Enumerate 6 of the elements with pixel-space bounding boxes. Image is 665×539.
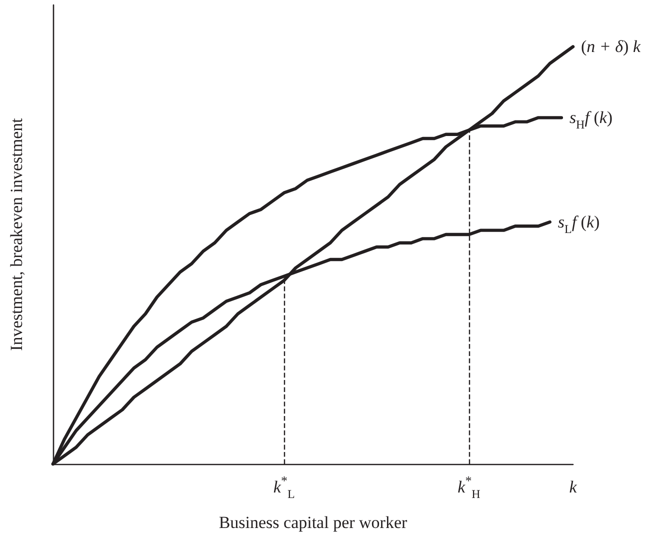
series-label: (n + δ) k	[581, 37, 641, 56]
x-axis-title: Business capital per worker	[218, 513, 408, 532]
x-tick-label: k*L	[273, 473, 295, 501]
x-tick-label: k*H	[458, 473, 481, 501]
y-axis-title: Investment, breakeven investment	[7, 118, 26, 351]
x-tick-label: k	[569, 478, 578, 496]
